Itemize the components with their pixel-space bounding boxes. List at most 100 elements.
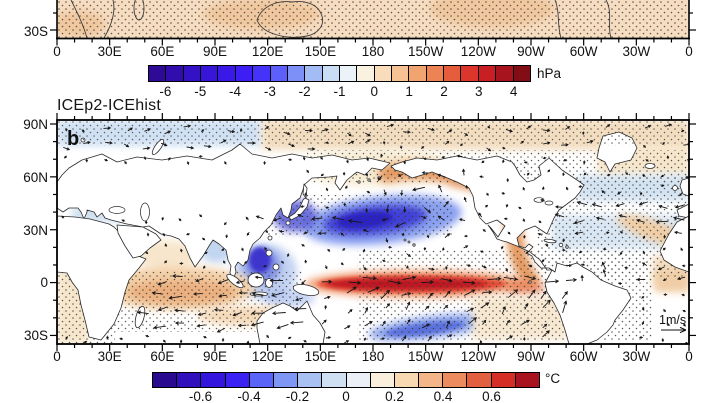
colorbar-tick-label: -2 xyxy=(298,84,311,99)
panel-b-map xyxy=(57,120,689,344)
colorbar-tick-label: 4 xyxy=(509,84,518,99)
colorbar-cell xyxy=(322,373,347,387)
colorbar-tick-label: -6 xyxy=(159,84,172,99)
colorbar-hpa xyxy=(148,65,531,82)
x-tick-label: 180 xyxy=(361,349,385,364)
colorbar-cell xyxy=(153,373,178,387)
x-tick-label: 90W xyxy=(517,44,545,59)
colorbar-cell xyxy=(218,66,236,81)
colorbar-degc-unit: °C xyxy=(545,371,561,386)
y-tick-label: 0 xyxy=(40,275,48,291)
x-tick-label: 150E xyxy=(304,44,337,59)
x-tick-label: 90W xyxy=(517,349,545,364)
colorbar-cell xyxy=(394,373,420,387)
colorbar-cell xyxy=(201,373,226,387)
colorbar-cell xyxy=(225,373,250,387)
colorbar-cell xyxy=(426,66,445,81)
panel-a-ytick-label: 30S xyxy=(23,24,48,39)
reference-vector-label: 1m/s xyxy=(659,313,687,327)
colorbar-cell xyxy=(253,66,271,81)
x-tick-label: 150W xyxy=(408,44,444,59)
colorbar-cell xyxy=(346,373,371,387)
x-tick-label: 120E xyxy=(251,349,284,364)
colorbar-cell xyxy=(149,66,167,81)
colorbar-cell xyxy=(270,66,288,81)
colorbar-tick-label: 0.4 xyxy=(433,389,453,403)
colorbar-tick-label: 1 xyxy=(405,84,413,99)
x-tick-label: 60W xyxy=(569,44,598,59)
colorbar-cell xyxy=(392,66,410,81)
colorbar-cell xyxy=(419,373,444,387)
x-tick-label: 60E xyxy=(150,44,175,59)
colorbar-cell xyxy=(177,373,202,387)
colorbar-cell xyxy=(467,373,492,387)
x-tick-label: 90E xyxy=(202,44,228,59)
colorbar-tick-label: 2 xyxy=(440,84,448,99)
reference-vector-arrow xyxy=(661,326,687,334)
x-tick-label: 0 xyxy=(53,349,61,364)
y-tick-label: 60N xyxy=(23,169,48,185)
colorbar-cell xyxy=(443,373,468,387)
x-tick-label: 120W xyxy=(460,44,496,59)
colorbar-tick-label: 0.2 xyxy=(385,389,404,403)
y-tick-label: 30N xyxy=(23,222,48,238)
x-tick-label: 150E xyxy=(304,349,337,364)
colorbar-tick-label: 0.6 xyxy=(482,389,501,403)
x-tick-label: 0 xyxy=(685,349,693,364)
x-tick-label: 0 xyxy=(53,44,61,59)
colorbar-hpa-unit: hPa xyxy=(537,66,562,81)
colorbar-tick-label: 0 xyxy=(370,84,379,99)
colorbar-cell xyxy=(249,373,274,387)
colorbar-cell xyxy=(339,66,358,81)
wind-vectors xyxy=(61,123,689,344)
colorbar-cell xyxy=(201,66,219,81)
y-tick-label: 30S xyxy=(23,327,48,343)
x-tick-label: 30E xyxy=(97,349,122,364)
colorbar-cell xyxy=(298,373,323,387)
colorbar-cell xyxy=(515,373,539,387)
x-tick-label: 30W xyxy=(622,349,651,364)
colorbar-cell xyxy=(491,373,516,387)
panel-b-letter: b xyxy=(67,128,80,150)
x-tick-label: 30W xyxy=(622,44,651,59)
colorbar-cell xyxy=(322,66,340,81)
colorbar-tick-label: -5 xyxy=(194,84,207,99)
x-tick-label: 150W xyxy=(408,349,444,364)
colorbar-tick-label: -0.2 xyxy=(285,389,310,403)
x-tick-label: 60W xyxy=(569,349,598,364)
colorbar-cell xyxy=(370,373,395,387)
colorbar-tick-label: -1 xyxy=(333,84,346,99)
colorbar-cell xyxy=(273,373,299,387)
colorbar-cell xyxy=(496,66,514,81)
x-tick-label: 120W xyxy=(460,349,496,364)
colorbar-tick-label: -0.6 xyxy=(188,389,213,403)
panel-a-map-strip xyxy=(57,0,689,38)
colorbar-cell xyxy=(444,66,462,81)
colorbar-degc xyxy=(152,372,540,388)
x-tick-label: 0 xyxy=(685,44,693,59)
colorbar-cell xyxy=(305,66,323,81)
colorbar-cell xyxy=(166,66,184,81)
colorbar-cell xyxy=(409,66,427,81)
colorbar-tick-label: -3 xyxy=(263,84,276,99)
colorbar-cell xyxy=(235,66,254,81)
panel-a-coastlines xyxy=(70,0,612,38)
colorbar-cell xyxy=(357,66,375,81)
colorbar-tick-label: 3 xyxy=(475,84,483,99)
colorbar-tick-label: -0.4 xyxy=(237,389,261,403)
x-tick-label: 60E xyxy=(150,349,175,364)
colorbar-tick-label: -4 xyxy=(229,84,242,99)
panel-b-title: ICEp2-ICEhist xyxy=(57,97,161,114)
x-tick-label: 180 xyxy=(361,44,385,59)
colorbar-cell xyxy=(287,66,306,81)
y-tick-label: 90N xyxy=(23,116,48,132)
colorbar-cell xyxy=(513,66,530,81)
x-tick-label: 30E xyxy=(97,44,122,59)
x-tick-label: 120E xyxy=(251,44,284,59)
colorbar-cell xyxy=(478,66,497,81)
x-tick-label: 90E xyxy=(202,349,228,364)
colorbar-tick-label: 0 xyxy=(342,389,350,403)
colorbar-cell xyxy=(374,66,393,81)
lakes xyxy=(108,197,554,222)
